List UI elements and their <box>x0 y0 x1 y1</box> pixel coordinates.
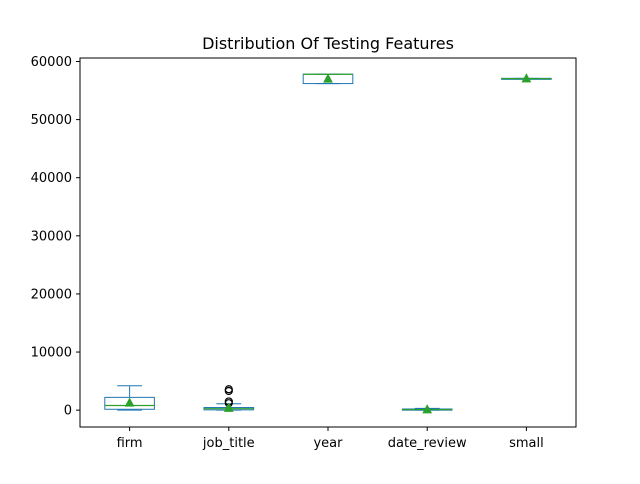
mean-marker <box>223 402 234 412</box>
y-tick-label: 40000 <box>31 171 72 186</box>
plot-area: 0 10000 20000 30000 40000 50000 60000 firm job_t… <box>31 55 552 451</box>
x-tick-label: job_title <box>202 436 255 451</box>
x-tick-label: year <box>313 436 343 451</box>
y-tick-label: 0 <box>64 404 72 419</box>
y-tick-label: 60000 <box>31 55 72 70</box>
y-tick-label: 10000 <box>31 346 72 361</box>
mean-marker <box>521 73 532 83</box>
x-tick-label: date_review <box>388 436 467 451</box>
chart-title: Distribution Of Testing Features <box>202 34 454 53</box>
mean-marker <box>422 404 433 414</box>
outlier-point <box>224 385 233 394</box>
x-tick-label: firm <box>117 436 143 451</box>
y-tick-label: 50000 <box>31 113 72 128</box>
mean-marker <box>124 397 135 407</box>
y-tick-label: 20000 <box>31 287 72 302</box>
mean-marker <box>323 73 333 83</box>
axes-frame <box>79 57 577 428</box>
y-tick-label: 30000 <box>31 229 72 244</box>
x-tick-label: small <box>509 436 544 451</box>
